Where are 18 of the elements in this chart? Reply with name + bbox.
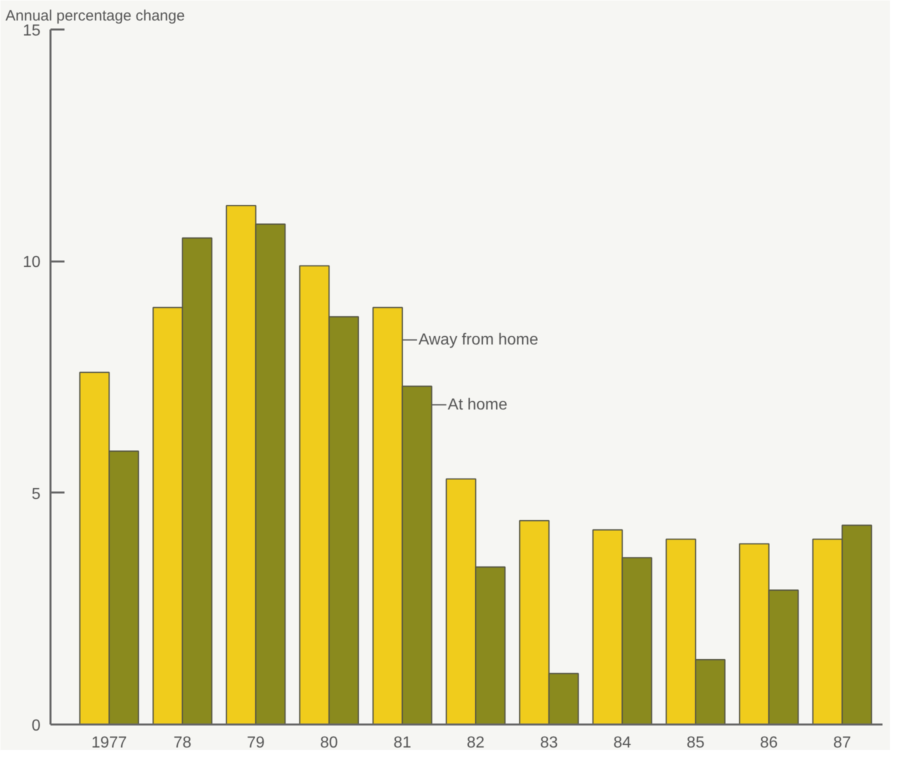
- series-label: Away from home: [418, 331, 538, 348]
- y-axis-title: Annual percentage change: [6, 8, 185, 24]
- x-tick-label: 78: [174, 734, 192, 752]
- series-label: At home: [448, 396, 508, 414]
- x-tick-label: 81: [393, 734, 412, 752]
- y-tick-label: 10: [22, 254, 41, 272]
- x-tick-label: 85: [686, 734, 705, 752]
- y-tick-label: 5: [32, 486, 41, 503]
- x-tick-label: 82: [466, 734, 485, 752]
- x-tick-label: 83: [540, 734, 558, 752]
- x-tick-label: 87: [833, 734, 852, 752]
- x-tick-label: 1977: [91, 734, 128, 752]
- x-tick-label: 84: [613, 734, 632, 752]
- y-tick-label: 15: [22, 22, 41, 40]
- x-tick-label: 79: [246, 734, 265, 752]
- x-tick-label: 80: [320, 734, 338, 752]
- y-tick-label: 0: [32, 718, 41, 734]
- x-tick-label: 86: [760, 734, 778, 752]
